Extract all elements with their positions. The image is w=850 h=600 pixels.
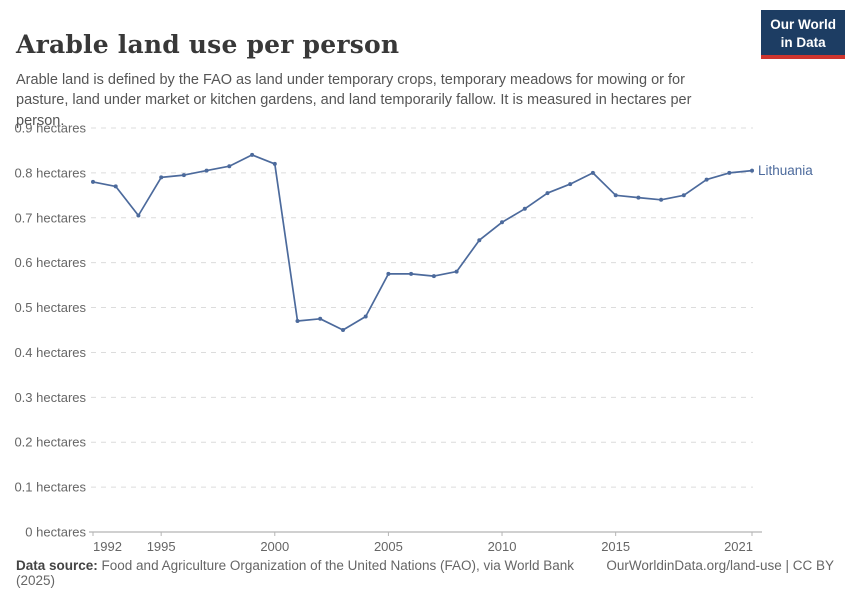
y-tick-label: 0.8 hectares: [14, 165, 86, 180]
data-point-marker: [454, 269, 459, 274]
data-point-marker: [477, 238, 482, 243]
y-tick-label: 0.9 hectares: [14, 121, 86, 136]
data-source-text: Food and Agriculture Organization of the…: [16, 558, 575, 588]
chart-subtitle: Arable land is defined by the FAO as lan…: [16, 71, 692, 129]
x-tick-label: 2015: [601, 539, 630, 554]
data-point-marker: [681, 193, 686, 198]
page-title: Arable land use per person: [16, 29, 400, 59]
y-tick-label: 0.4 hectares: [14, 345, 86, 360]
data-point-marker: [272, 161, 277, 166]
data-point-marker: [363, 314, 368, 319]
data-point-marker: [500, 220, 504, 225]
x-tick-label: 1995: [147, 539, 176, 554]
data-point-marker: [136, 213, 141, 218]
data-point-marker: [250, 152, 255, 157]
x-tick-label: 2000: [260, 539, 289, 554]
data-line: [92, 154, 753, 331]
data-point-marker: [659, 197, 664, 202]
x-tick-label: 1992: [93, 539, 122, 554]
data-point-marker: [522, 206, 527, 211]
data-point-marker: [386, 271, 391, 276]
owid-license-link[interactable]: OurWorldinData.org/land-use | CC BY: [606, 558, 834, 573]
data-point-marker: [159, 175, 164, 180]
data-point-marker: [431, 274, 436, 279]
data-point-marker: [341, 328, 345, 332]
y-tick-label: 0.2 hectares: [14, 435, 86, 450]
data-point-marker: [227, 164, 232, 169]
y-tick-label: 0 hectares: [25, 525, 86, 540]
y-tick-label: 0.6 hectares: [14, 255, 86, 270]
chart-svg: 0 hectares 0.1 hectares 0.2 hectares 0.3 he…: [14, 121, 813, 555]
x-tick-label: 2005: [374, 539, 403, 554]
data-point-marker: [568, 182, 573, 187]
data-point-marker: [409, 271, 414, 276]
y-tick-label: 0.1 hectares: [14, 480, 86, 495]
data-point-marker: [318, 316, 323, 321]
x-tick-label: 2021: [724, 539, 753, 554]
y-tick-label: 0.7 hectares: [14, 210, 86, 225]
data-point-marker: [545, 191, 550, 196]
data-point-marker: [636, 195, 641, 200]
data-point-marker: [113, 184, 118, 189]
owid-logo[interactable]: Our World in Data: [761, 10, 845, 60]
data-point-marker: [91, 179, 95, 184]
data-source-note: Data source: Food and Agriculture Organi…: [16, 558, 586, 588]
owid-logo-line1: Our World: [770, 17, 836, 32]
y-tick-label: 0.3 hectares: [14, 390, 86, 405]
data-point-marker: [750, 168, 754, 173]
owid-logo-line2: in Data: [780, 34, 826, 50]
chart-footer: Data source: Food and Agriculture Organi…: [16, 558, 834, 588]
line-chart: 0 hectares 0.1 hectares 0.2 hectares 0.3 he…: [0, 112, 850, 560]
y-tick-label: 0.5 hectares: [14, 300, 86, 315]
data-point-marker: [204, 168, 209, 173]
data-point-marker: [181, 173, 186, 178]
series-label: Lithuania: [758, 163, 813, 178]
data-point-marker: [590, 170, 595, 175]
data-point-marker: [727, 170, 732, 175]
data-point-marker: [295, 319, 300, 323]
x-tick-label: 2010: [488, 539, 517, 554]
data-point-marker: [704, 177, 709, 182]
data-point-marker: [613, 193, 618, 198]
data-source-label: Data source:: [16, 558, 98, 573]
